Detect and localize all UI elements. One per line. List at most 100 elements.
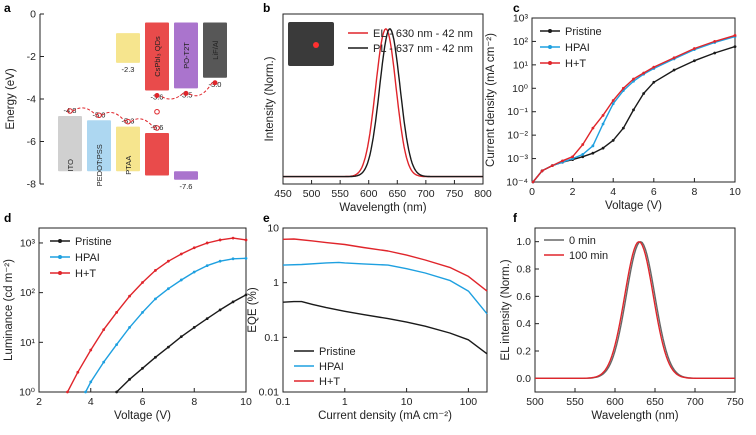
panel-c-x-tick-label: 2 [570,186,576,198]
panel-label-c: c [513,1,520,15]
data-point [601,113,605,117]
panel-c-x-tick-label: 0 [529,186,535,198]
panel-f-x-tick-label: 500 [526,396,544,408]
data-point [693,47,696,50]
data-point [672,56,676,60]
panel-e-y-tick-label: 0.01 [259,387,280,399]
panel-c-y-axis-label: Current density (mA cm⁻²) [485,33,497,167]
data-point [642,92,646,95]
panel-d-x-tick-label: 10 [240,396,252,408]
hole-marker [125,118,131,125]
panel-c-y-tick-label: 10³ [513,13,529,25]
data-point [713,40,717,43]
panel-d-x-axis-label: Voltage (V) [114,410,171,422]
panel-a-y-tick-label: -4 [27,94,36,106]
data-point [733,45,737,49]
legend-marker [58,271,62,275]
plot-frame [534,227,736,393]
data-point [642,71,646,75]
panel-c-y-tick-label: 10⁰ [512,83,529,95]
panel-c-x-axis-label: Voltage (V) [605,200,662,212]
device-photo-inset [288,22,334,66]
panel-d-y-tick-label: 10² [20,287,36,299]
panel-f-y-tick-label: 1.0 [516,236,531,248]
panel-d-x-tick-label: 6 [140,396,146,408]
data-point [141,311,144,314]
panel-b-x-tick-label: 600 [360,188,378,200]
panel-a-y-axis-label: Energy (eV) [5,68,17,130]
electron-marker [183,90,189,96]
data-point [154,297,157,301]
panel-f-x-tick-label: 550 [566,396,584,408]
energy-level-value: -7.6 [180,182,193,191]
data-point [713,51,717,55]
data-point [141,281,144,284]
data-point [179,278,183,282]
data-point [154,269,157,272]
data-point [591,151,595,155]
data-point [192,325,196,329]
layer-name-label: CsPbI₃ QDs [153,36,162,77]
panel-f-x-axis-label: Wavelength (nm) [591,410,678,422]
data-point [550,164,554,168]
energy-level-block [203,22,227,78]
layer-name-label: LiF/Al [211,40,220,60]
panel-b-x-tick-label: 500 [303,188,321,200]
energy-level-block [174,22,198,89]
panel-c-x-tick-label: 10 [729,186,741,198]
legend-label: HPAI [319,361,344,373]
legend-label: Pristine [75,236,112,248]
legend-label: H+T [319,376,340,388]
hole-marker [96,112,102,119]
emission-spot [313,42,319,48]
data-point [591,126,595,130]
plot-frame [531,17,736,183]
data-point [102,360,106,364]
data-point [231,257,235,261]
data-point [540,169,544,173]
data-point [652,65,656,69]
data-point [166,259,170,263]
panel-b-x-tick-label: 450 [274,188,292,200]
series-line [282,238,488,292]
data-point [621,126,625,130]
panel-f-y-axis-label: EL intensity (Norm.) [500,259,512,360]
legend-label: 100 min [569,250,608,262]
spectrum-line [283,28,483,178]
energy-level-value: -4.8 [64,106,77,115]
data-point [733,34,737,37]
panel-c-jv-chart: c 0 2 4 6 8 10 10⁻⁴ 10⁻³ 10⁻² 10⁻¹ 10⁰ 10¹ 10² 10³ Volt… [485,1,741,212]
data-point [601,122,605,126]
legend-label: Pristine [565,26,602,38]
energy-level-block [116,126,140,172]
panel-b-y-axis-label: Intensity (Norm.) [264,56,276,141]
panel-f-x-tick-label: 650 [646,396,664,408]
energy-level-block [87,120,111,172]
energy-level-value: -5.3 [122,117,135,126]
data-point [166,287,170,291]
electron-marker [154,93,160,98]
data-point [66,390,69,394]
data-point [231,300,235,304]
electron-path [159,82,213,100]
panel-f-y-tick-label: 0.4 [516,318,531,330]
legend-label: Pristine [319,346,356,358]
data-point [192,270,196,274]
series-line [116,294,247,393]
data-point [115,311,119,314]
panel-label-b: b [263,1,270,15]
legend-label: HPAI [75,252,100,264]
panel-f-y-tick-label: 0.6 [516,291,531,303]
panel-c-x-tick-label: 4 [610,186,616,198]
data-point [611,99,615,102]
panel-a-y-tick-label: -2 [27,51,36,63]
data-point [192,246,196,250]
legend-label: EL - 630 nm - 42 nm [373,28,473,40]
data-point [693,59,696,63]
energy-level-value: -5.6 [151,123,164,132]
plot-frame [282,227,488,393]
panel-b-x-tick-label: 700 [417,188,435,200]
panel-f-y-tick-label: 0.0 [516,373,531,385]
